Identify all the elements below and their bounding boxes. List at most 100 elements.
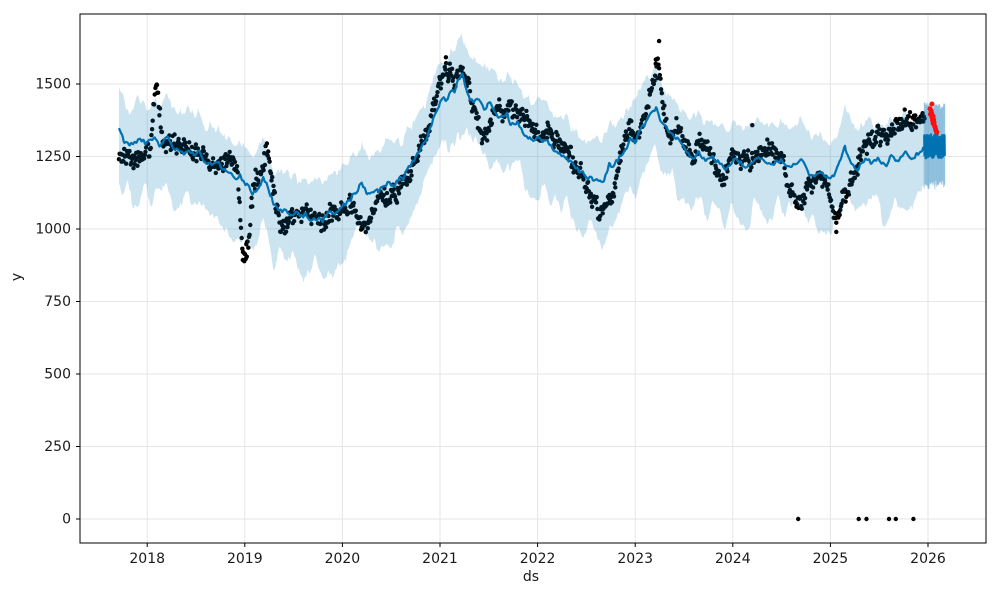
actual-point: [177, 141, 182, 146]
actual-point: [213, 170, 218, 176]
actual-point: [661, 111, 666, 117]
actual-point: [826, 182, 831, 187]
actual-point: [163, 149, 169, 155]
zero-outlier-point: [856, 516, 861, 522]
actual-point: [881, 127, 887, 133]
zero-outlier-point: [796, 516, 801, 522]
actual-point: [249, 195, 254, 201]
y-tick-label: 0: [62, 512, 71, 528]
actual-point: [834, 220, 839, 225]
actual-point: [232, 159, 238, 165]
actual-point: [159, 129, 165, 135]
actual-point-extreme: [447, 61, 452, 66]
actual-point: [524, 114, 530, 119]
actual-point: [738, 166, 743, 172]
actual-point: [129, 160, 134, 165]
actual-point: [466, 76, 471, 82]
actual-point: [809, 190, 814, 195]
actual-point: [487, 128, 492, 133]
actual-point: [227, 149, 232, 155]
actual-point: [885, 141, 890, 146]
y-tick-label: 1500: [35, 77, 71, 93]
actual-point: [720, 172, 725, 178]
actual-point: [283, 229, 289, 234]
actual-point: [404, 182, 410, 187]
actual-point: [534, 122, 539, 128]
actual-point: [336, 217, 341, 222]
actual-point: [149, 127, 155, 132]
actual-point: [759, 152, 765, 158]
zero-outlier-point: [911, 516, 916, 522]
actual-point: [276, 213, 281, 218]
actual-point-extreme: [750, 123, 755, 128]
zero-outlier-point: [893, 516, 898, 522]
actual-point-extreme: [834, 229, 839, 235]
actual-point: [613, 185, 618, 190]
actual-point: [770, 152, 775, 157]
actual-point: [238, 225, 244, 230]
actual-point: [194, 159, 199, 164]
actual-point: [210, 156, 216, 161]
zero-outlier-point: [864, 516, 869, 522]
actual-point: [895, 120, 900, 126]
actual-point: [687, 147, 692, 153]
actual-point: [773, 147, 779, 152]
actual-point: [368, 219, 373, 224]
actual-point: [150, 118, 155, 123]
actual-point: [272, 190, 278, 195]
actual-point: [716, 168, 722, 174]
actual-point: [792, 193, 797, 198]
zero-outlier-point: [886, 516, 892, 522]
actual-point: [870, 129, 875, 134]
actual-point: [678, 126, 684, 131]
actual-point: [195, 146, 201, 151]
x-tick-label: 2020: [325, 551, 361, 567]
actual-point: [789, 182, 795, 187]
actual-point: [343, 205, 348, 210]
actual-point-extreme: [656, 38, 662, 44]
actual-point: [756, 158, 761, 164]
actual-point: [858, 153, 863, 158]
x-tick-label: 2026: [910, 551, 946, 567]
actual-point: [381, 192, 386, 198]
actual-point-extreme: [154, 82, 160, 88]
actual-point: [433, 99, 439, 104]
actual-point: [652, 78, 657, 84]
actual-point: [762, 146, 767, 151]
actual-point: [781, 153, 787, 159]
actual-point: [157, 106, 163, 111]
actual-point: [769, 141, 775, 146]
actual-point: [864, 151, 870, 156]
actual-point: [568, 144, 574, 150]
actual-point: [268, 171, 274, 176]
actual-point: [172, 132, 177, 137]
actual-point: [546, 123, 551, 128]
actual-point: [570, 155, 576, 160]
actual-point: [782, 165, 787, 171]
actual-point-extreme: [240, 257, 245, 263]
y-tick-label: 500: [44, 367, 71, 383]
actual-point: [892, 131, 897, 136]
actual-point: [497, 103, 502, 109]
actual-point: [600, 211, 605, 216]
x-tick-label: 2019: [227, 551, 263, 567]
actual-point: [605, 201, 610, 206]
actual-point: [235, 170, 240, 175]
actual-point: [885, 137, 891, 143]
actual-point: [889, 122, 895, 127]
actual-point: [662, 103, 667, 108]
actual-point: [614, 173, 619, 178]
actual-point: [482, 135, 487, 140]
actual-point: [906, 114, 911, 119]
actual-point: [874, 140, 879, 145]
actual-point: [485, 138, 490, 143]
actual-point: [337, 211, 343, 217]
gridlines: [80, 14, 986, 543]
actual-point: [658, 87, 664, 92]
actual-point: [174, 151, 179, 156]
actual-point: [256, 178, 261, 183]
actual-point: [329, 218, 335, 223]
actual-point: [593, 200, 599, 205]
actual-point: [289, 207, 295, 212]
actual-point: [585, 179, 591, 185]
